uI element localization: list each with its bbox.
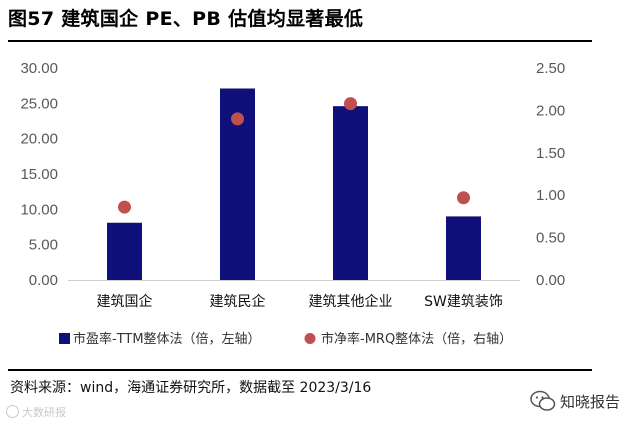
x-category-label: 建筑国企 [97,293,153,310]
pe-bar [107,222,142,280]
y-left-tick-label: 25.00 [20,95,58,112]
wechat-icon [530,390,556,411]
x-category-label: 建筑民企 [210,293,266,310]
y-right-tick-label: 0.00 [536,272,565,289]
y-left-tick-label: 5.00 [29,237,58,254]
y-left-tick-label: 20.00 [20,131,58,148]
pb-point [344,97,357,111]
source-note: 资料来源：wind，海通证券研究所，数据截至 2023/3/16 [10,380,372,396]
y-right-tick-label: 0.50 [536,230,565,247]
y-left-tick-label: 10.00 [20,201,58,218]
y-left-tick-label: 30.00 [20,60,58,77]
legend-pe-swatch [59,333,70,344]
title-rule [8,40,592,42]
y-left-tick-label: 0.00 [29,272,58,289]
y-right-tick-label: 1.50 [536,145,565,162]
pe-bar [333,106,368,280]
legend-pb-label: 市净率-MRQ整体法（倍，右轴） [321,331,512,347]
watermark-right-text: 知晓报告 [560,392,621,411]
watermark-right: 知晓报告 [530,389,620,413]
legend-pb-swatch [304,333,316,344]
legend-pe-label: 市盈率-TTM整体法（倍，左轴） [73,331,261,347]
y-right-tick-label: 1.00 [536,187,565,204]
watermark-left-text: 大数研报 [22,406,66,419]
source-rule [8,369,592,371]
pb-point [231,112,244,126]
pe-bar [446,216,481,280]
y-right-tick-label: 2.50 [536,60,565,77]
watermark-logo-icon [6,405,19,418]
figure-title: 图57 建筑国企 PE、PB 估值均显著最低 [8,8,364,30]
watermark-left: 大数研报 [6,404,66,420]
y-left-tick-label: 15.00 [20,166,58,183]
y-right-tick-label: 2.00 [536,102,565,119]
pb-point [457,191,470,205]
x-category-label: 建筑其他企业 [309,293,393,310]
x-category-label: SW建筑装饰 [424,294,503,310]
pb-point [118,200,131,214]
